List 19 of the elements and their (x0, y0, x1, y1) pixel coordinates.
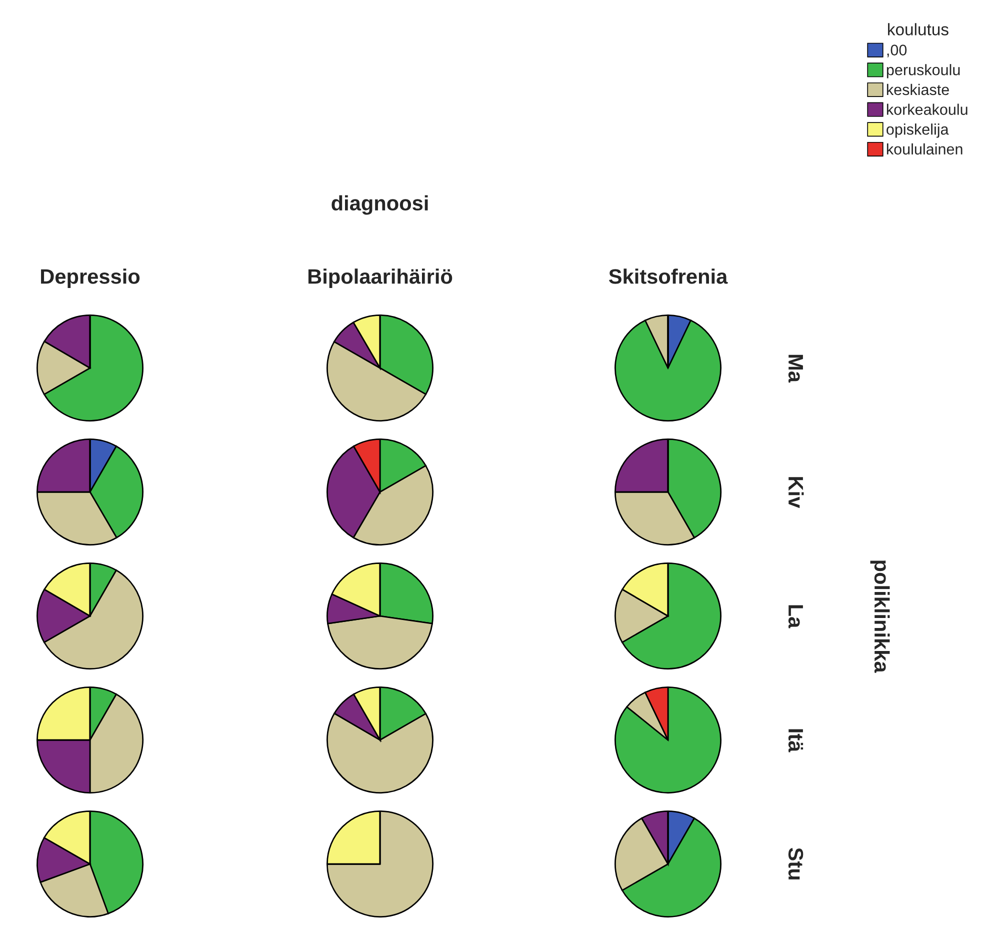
text: Ma (788, 354, 803, 383)
text: Kiv (788, 477, 804, 508)
text: Itä (788, 729, 804, 752)
text: Stu (788, 848, 804, 880)
text: La (788, 605, 803, 628)
text: diagnoosi (332, 195, 428, 215)
legend-label: koululainen (886, 143, 962, 155)
legend-title: koulutus (888, 23, 948, 36)
text: poliklinikka (870, 560, 890, 673)
chart-title: Skitsofrenia (608, 268, 728, 284)
legend-label: korkeakoulu (886, 104, 968, 115)
text: Depressio (41, 268, 140, 288)
chart-title: Bipolaarihäiriö (308, 268, 452, 288)
pie-slice (326, 810, 434, 918)
legend-label: opiskelija (886, 124, 949, 138)
legend-label: peruskoulu (886, 64, 960, 78)
pie-slice (614, 686, 722, 794)
legend-label: keskiaste (886, 84, 949, 96)
legend-label: ,00 (887, 44, 907, 58)
